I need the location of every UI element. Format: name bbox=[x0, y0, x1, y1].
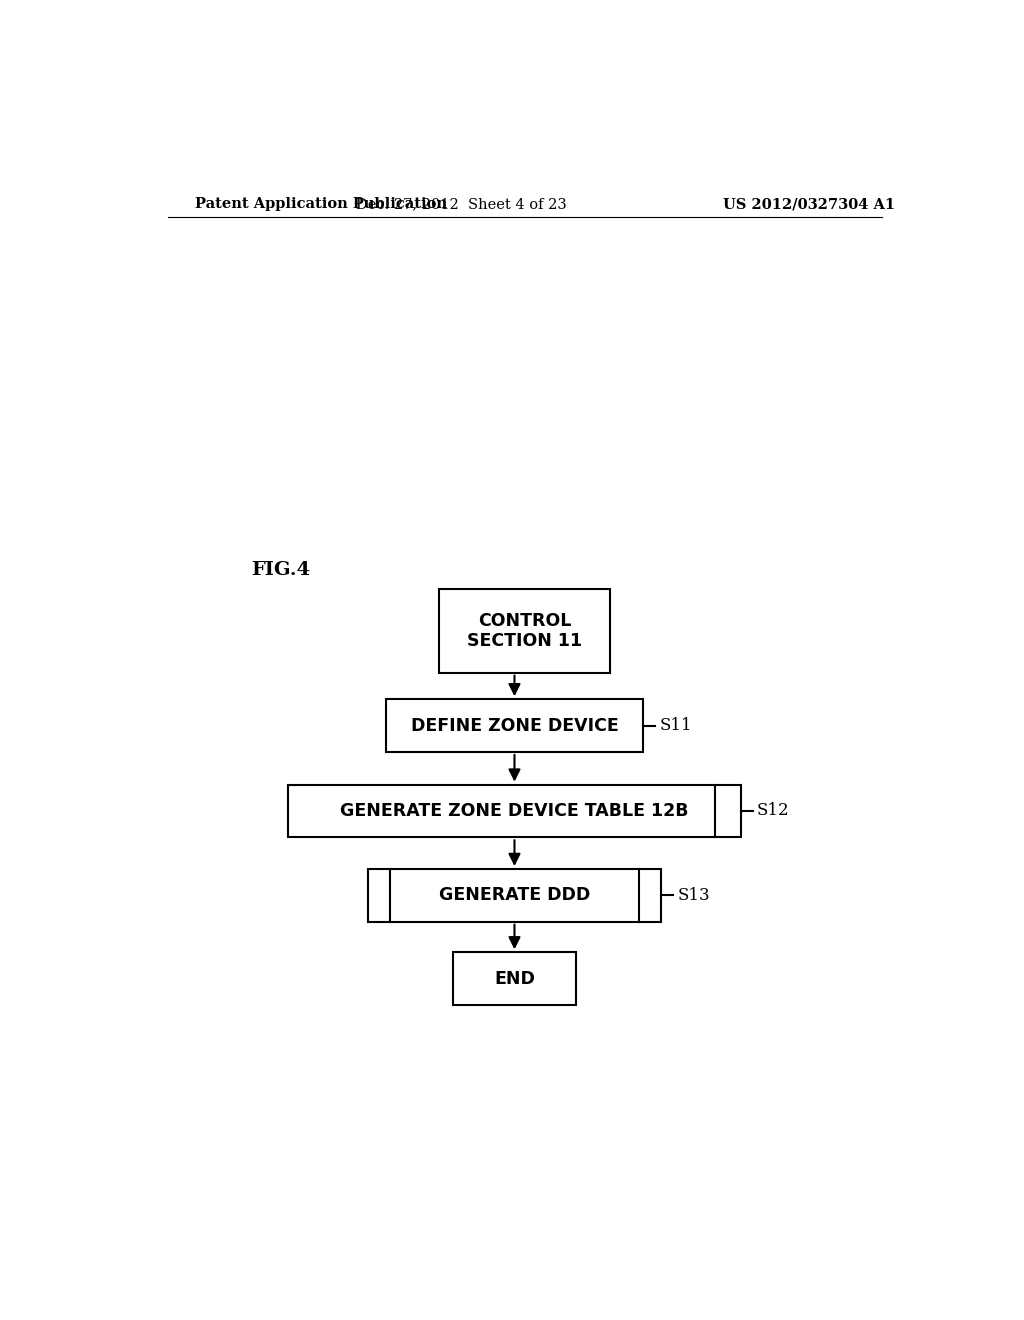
Text: Dec. 27, 2012  Sheet 4 of 23: Dec. 27, 2012 Sheet 4 of 23 bbox=[356, 197, 566, 211]
Text: S13: S13 bbox=[677, 887, 710, 904]
Bar bbox=[453, 952, 575, 1005]
Bar bbox=[289, 784, 740, 837]
Text: US 2012/0327304 A1: US 2012/0327304 A1 bbox=[723, 197, 895, 211]
Bar bbox=[439, 589, 610, 673]
Bar bbox=[385, 700, 643, 752]
Text: FIG.4: FIG.4 bbox=[251, 561, 310, 579]
Text: GENERATE DDD: GENERATE DDD bbox=[439, 886, 590, 904]
Text: S12: S12 bbox=[757, 803, 790, 820]
Text: END: END bbox=[494, 970, 535, 987]
Text: Patent Application Publication: Patent Application Publication bbox=[196, 197, 447, 211]
Text: GENERATE ZONE DEVICE TABLE 12B: GENERATE ZONE DEVICE TABLE 12B bbox=[340, 803, 689, 820]
Text: CONTROL
SECTION 11: CONTROL SECTION 11 bbox=[467, 611, 583, 651]
Text: DEFINE ZONE DEVICE: DEFINE ZONE DEVICE bbox=[411, 717, 618, 734]
Bar bbox=[368, 869, 662, 921]
Text: S11: S11 bbox=[659, 717, 692, 734]
